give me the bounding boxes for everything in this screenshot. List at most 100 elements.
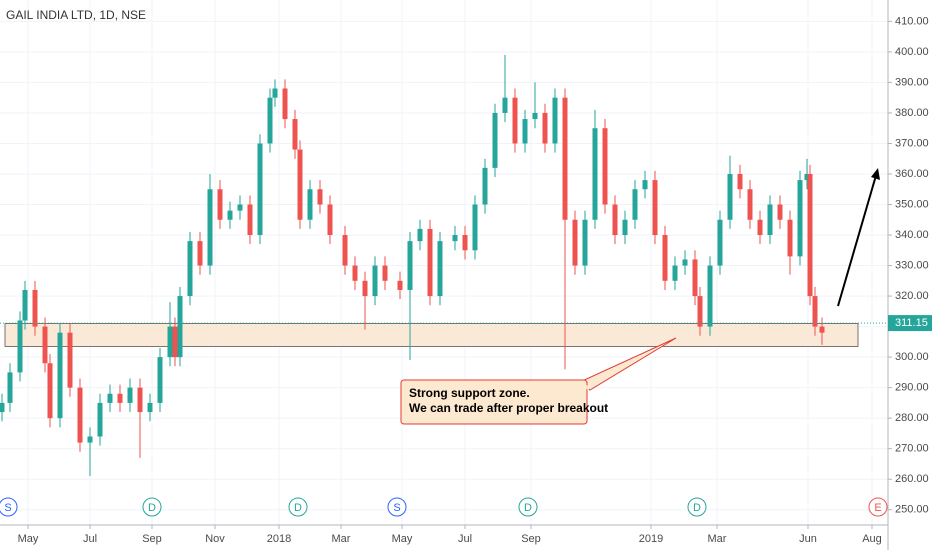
candle-body (812, 296, 818, 327)
candle-body (767, 204, 773, 236)
x-tick-label: Sep (521, 533, 541, 545)
candle-body (757, 219, 763, 236)
candle-body (622, 219, 628, 236)
candle-body (207, 189, 213, 266)
candle-body (662, 235, 668, 281)
candle-body (632, 189, 638, 220)
candle-body (282, 88, 288, 120)
candle-body (532, 112, 538, 120)
y-tick-label: 360.00 (895, 168, 929, 180)
candle-body (197, 241, 203, 266)
candle-body (32, 289, 38, 327)
last-price-label: 311.15 (895, 317, 928, 329)
candle-body (462, 235, 468, 251)
candle-body (17, 320, 23, 373)
arrow-head (871, 168, 880, 180)
candle-body (297, 149, 303, 220)
x-tick-label: Mar (332, 533, 351, 545)
candle-body (317, 189, 323, 205)
y-tick-label: 410.00 (895, 15, 929, 27)
candle-body (237, 204, 243, 211)
candle-body (272, 88, 278, 98)
annotation: Strong support zone. (409, 386, 530, 400)
y-tick-label: 300.00 (895, 351, 929, 363)
candle-body (737, 173, 743, 190)
candle-body (707, 265, 713, 327)
event-label: S (4, 502, 11, 514)
y-tick-label: 280.00 (895, 412, 929, 424)
candle-body (22, 289, 28, 321)
candle-body (67, 332, 73, 388)
candle-body (492, 112, 498, 168)
candle-body (42, 326, 48, 364)
zone-group (4, 323, 859, 347)
candle-body (697, 296, 703, 327)
candle-body (482, 167, 488, 205)
x-tick-label: Jul (83, 533, 97, 545)
x-tick-label: 2018 (267, 533, 291, 545)
candle-body (157, 357, 163, 403)
x-tick-label: May (18, 533, 39, 545)
candle-body (382, 265, 388, 281)
candle-body (137, 387, 143, 413)
event-marker (142, 497, 162, 517)
candle-body (127, 387, 133, 403)
x-tick-label: Sep (142, 533, 162, 545)
candle-body (407, 241, 413, 290)
event-label: S (393, 502, 400, 514)
candle-body (542, 112, 548, 144)
candle-body (167, 326, 173, 358)
candle-body (7, 372, 13, 403)
candle-body (172, 326, 178, 358)
candle-body (692, 259, 698, 297)
event-label: D (693, 502, 701, 514)
candle-body (804, 173, 810, 181)
candle-body (187, 241, 193, 297)
event-marker (288, 497, 308, 517)
candle-body (797, 180, 803, 257)
candle-body (437, 241, 443, 297)
y-tick-label: 260.00 (895, 473, 929, 485)
candle-body (672, 265, 678, 281)
candle-body (717, 219, 723, 266)
callout-box (400, 379, 588, 425)
candle-body (807, 173, 813, 297)
candle-body (292, 119, 298, 150)
annotation: We can trade after proper breakout (409, 401, 608, 415)
event-marker (868, 497, 888, 517)
x-tick-label: May (392, 533, 413, 545)
x-tick-label: 2019 (639, 533, 663, 545)
callout-join (581, 381, 590, 391)
y-tick-label: 270.00 (895, 443, 929, 455)
y-tick-label: 290.00 (895, 382, 929, 394)
y-tick-label: 350.00 (895, 198, 929, 210)
candle-body (227, 210, 233, 220)
x-tick-label: Aug (862, 533, 882, 545)
y-tick-label: 390.00 (895, 76, 929, 88)
event-marker (0, 497, 18, 517)
y-tick-label: 320.00 (895, 290, 929, 302)
candle-body (47, 363, 53, 419)
candle-body (819, 326, 825, 333)
event-marker (387, 497, 407, 517)
candle-body (727, 173, 733, 220)
y-tick-label: 380.00 (895, 107, 929, 119)
y-tick-label: 370.00 (895, 137, 929, 149)
event-label: D (294, 502, 302, 514)
support-zone (4, 323, 859, 347)
candle-body (0, 402, 5, 413)
candle-body (397, 280, 403, 290)
candle-body (372, 265, 378, 297)
candle-body (572, 219, 578, 266)
candle-body (512, 97, 518, 144)
arrow (837, 171, 878, 307)
candle-body (427, 228, 433, 297)
candle-body (602, 128, 608, 205)
grid (0, 0, 888, 525)
event-label: E (874, 502, 881, 514)
candle-body (362, 280, 368, 297)
x-tick-label: Nov (205, 533, 225, 545)
candle-body (582, 219, 588, 266)
